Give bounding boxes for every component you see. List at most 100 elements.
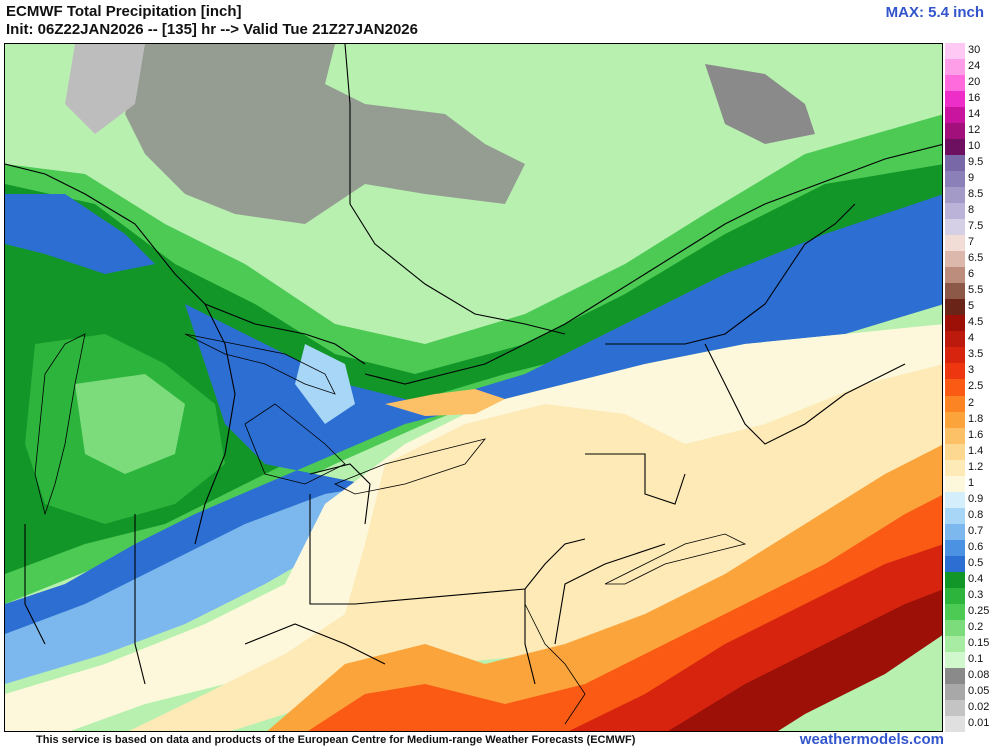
legend-item: 0.02 bbox=[945, 699, 1000, 716]
legend-swatch bbox=[945, 539, 965, 556]
legend-item: 0.8 bbox=[945, 507, 1000, 524]
legend-label: 6.5 bbox=[968, 252, 984, 265]
legend-swatch bbox=[945, 107, 965, 124]
legend-swatch bbox=[945, 251, 965, 268]
legend-label: 0.01 bbox=[968, 716, 990, 729]
legend-item: 2.5 bbox=[945, 379, 1000, 396]
legend-swatch bbox=[945, 555, 965, 572]
legend-swatch bbox=[945, 635, 965, 652]
legend-label: 5 bbox=[968, 300, 975, 313]
legend-item: 0.9 bbox=[945, 491, 1000, 508]
legend-swatch bbox=[945, 171, 965, 188]
legend-item: 0.6 bbox=[945, 539, 1000, 556]
legend-swatch bbox=[945, 443, 965, 460]
legend-swatch bbox=[945, 43, 965, 60]
political-boundaries bbox=[5, 44, 942, 685]
legend-label: 0.25 bbox=[968, 604, 990, 617]
legend-label: 2.5 bbox=[968, 380, 984, 393]
legend-item: 4 bbox=[945, 331, 1000, 348]
legend-item: 3 bbox=[945, 363, 1000, 380]
legend-swatch bbox=[945, 667, 965, 684]
legend-item: 2 bbox=[945, 395, 1000, 412]
precip-field-green-dark bbox=[5, 164, 942, 574]
legend-label: 4 bbox=[968, 332, 975, 345]
coastlines bbox=[34, 333, 747, 725]
legend-label: 1.6 bbox=[968, 428, 984, 441]
footer-disclaimer: This service is based on data and produc… bbox=[36, 734, 636, 746]
legend-swatch bbox=[945, 699, 965, 716]
legend-swatch bbox=[945, 299, 965, 316]
legend-label: 3 bbox=[968, 364, 975, 377]
legend-label: 5.5 bbox=[968, 284, 984, 297]
legend-swatch bbox=[945, 683, 965, 700]
legend-label: 1 bbox=[968, 476, 975, 489]
legend-swatch bbox=[945, 283, 965, 300]
legend-item: 14 bbox=[945, 107, 1000, 124]
legend-swatch bbox=[945, 651, 965, 668]
legend-item: 1.8 bbox=[945, 411, 1000, 428]
legend-swatch bbox=[945, 395, 965, 412]
legend-swatch bbox=[945, 523, 965, 540]
chart-title: ECMWF Total Precipitation [inch] bbox=[6, 3, 242, 20]
precip-field-green-lake bbox=[75, 374, 185, 474]
legend-label: 16 bbox=[968, 92, 981, 105]
legend-item: 8 bbox=[945, 203, 1000, 220]
legend-item: 12 bbox=[945, 123, 1000, 140]
map-canvas bbox=[5, 44, 942, 731]
legend-label: 1.2 bbox=[968, 460, 984, 473]
legend-label: 0.15 bbox=[968, 636, 990, 649]
legend-item: 20 bbox=[945, 75, 1000, 92]
legend-label: 4.5 bbox=[968, 316, 984, 329]
legend-label: 0.6 bbox=[968, 540, 984, 553]
legend-item: 6 bbox=[945, 267, 1000, 284]
legend-label: 6 bbox=[968, 268, 975, 281]
legend-swatch bbox=[945, 235, 965, 252]
legend-item: 5.5 bbox=[945, 283, 1000, 300]
legend-swatch bbox=[945, 507, 965, 524]
legend-swatch bbox=[945, 379, 965, 396]
legend-item: 8.5 bbox=[945, 187, 1000, 204]
legend-label: 0.3 bbox=[968, 588, 984, 601]
legend-item: 10 bbox=[945, 139, 1000, 156]
legend-item: 9.5 bbox=[945, 155, 1000, 172]
legend-label: 0.5 bbox=[968, 556, 984, 569]
legend-swatch bbox=[945, 715, 965, 732]
legend-swatch bbox=[945, 267, 965, 284]
legend-swatch bbox=[945, 571, 965, 588]
run-valid-time: Init: 06Z22JAN2026 -- [135] hr --> Valid… bbox=[6, 21, 418, 38]
precipitation-map bbox=[4, 43, 943, 732]
legend-swatch bbox=[945, 155, 965, 172]
legend-item: 0.5 bbox=[945, 555, 1000, 572]
legend-item: 6.5 bbox=[945, 251, 1000, 268]
legend-label: 0.9 bbox=[968, 492, 984, 505]
legend-item: 30 bbox=[945, 43, 1000, 60]
legend-item: 3.5 bbox=[945, 347, 1000, 364]
legend-label: 7.5 bbox=[968, 220, 984, 233]
legend-swatch bbox=[945, 459, 965, 476]
legend-swatch bbox=[945, 363, 965, 380]
precip-field-trace-northeast bbox=[705, 64, 815, 144]
legend-swatch bbox=[945, 331, 965, 348]
legend-swatch bbox=[945, 587, 965, 604]
precip-field-dark-red bbox=[668, 589, 942, 731]
precip-field-trace-north bbox=[125, 44, 525, 224]
legend-label: 10 bbox=[968, 140, 981, 153]
legend-label: 0.1 bbox=[968, 652, 984, 665]
legend-item: 0.25 bbox=[945, 603, 1000, 620]
precip-field-red bbox=[569, 544, 942, 731]
precip-field-light-blue bbox=[295, 344, 355, 424]
legend-item: 0.15 bbox=[945, 635, 1000, 652]
legend-item: 24 bbox=[945, 59, 1000, 76]
legend-swatch bbox=[945, 427, 965, 444]
legend-item: 1 bbox=[945, 475, 1000, 492]
legend-item: 9 bbox=[945, 171, 1000, 188]
legend-swatch bbox=[945, 91, 965, 108]
legend-item: 0.01 bbox=[945, 715, 1000, 732]
legend-label: 0.7 bbox=[968, 524, 984, 537]
legend-item: 16 bbox=[945, 91, 1000, 108]
legend-label: 30 bbox=[968, 44, 981, 56]
legend-label: 24 bbox=[968, 60, 981, 73]
precip-field-trace-lake-superior bbox=[65, 44, 145, 134]
brand-link[interactable]: weathermodels.com bbox=[799, 731, 944, 748]
legend-swatch bbox=[945, 59, 965, 76]
